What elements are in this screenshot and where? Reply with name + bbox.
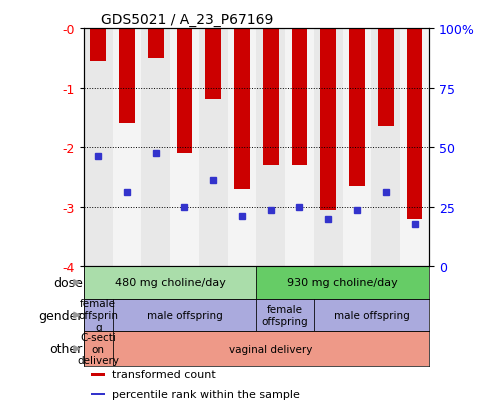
Bar: [205, 29, 221, 100]
Text: 480 mg choline/day: 480 mg choline/day: [115, 278, 225, 288]
Bar: [407, 29, 423, 219]
Bar: [256, 266, 429, 299]
Bar: [234, 29, 250, 189]
Bar: [371, 29, 400, 266]
Bar: [90, 29, 106, 62]
Bar: [91, 373, 105, 376]
Bar: [148, 29, 164, 59]
Bar: [84, 266, 256, 299]
Bar: [176, 29, 192, 154]
Text: gender: gender: [38, 309, 83, 322]
Bar: [170, 29, 199, 266]
Text: other: other: [50, 342, 83, 355]
Bar: [400, 29, 429, 266]
Bar: [112, 299, 256, 332]
Bar: [349, 29, 365, 186]
Bar: [112, 29, 141, 266]
Bar: [263, 29, 279, 166]
Bar: [84, 299, 112, 332]
Text: 930 mg choline/day: 930 mg choline/day: [287, 278, 398, 288]
Bar: [84, 332, 112, 366]
Bar: [228, 29, 256, 266]
Bar: [84, 29, 112, 266]
Text: male offspring: male offspring: [146, 310, 222, 320]
Text: GDS5021 / A_23_P67169: GDS5021 / A_23_P67169: [101, 12, 274, 26]
Bar: [91, 393, 105, 395]
Bar: [256, 299, 314, 332]
Bar: [314, 299, 429, 332]
Bar: [141, 29, 170, 266]
Bar: [285, 29, 314, 266]
Bar: [256, 29, 285, 266]
Text: vaginal delivery: vaginal delivery: [229, 344, 313, 354]
Text: C-secti
on
delivery: C-secti on delivery: [77, 332, 119, 366]
Text: female
offsprin
g: female offsprin g: [78, 299, 118, 332]
Text: dose: dose: [53, 276, 83, 289]
Text: transformed count: transformed count: [112, 370, 216, 380]
Bar: [314, 29, 343, 266]
Bar: [119, 29, 135, 124]
Bar: [199, 29, 228, 266]
Text: female
offspring: female offspring: [262, 304, 309, 326]
Bar: [378, 29, 394, 127]
Bar: [291, 29, 308, 166]
Bar: [320, 29, 336, 210]
Text: percentile rank within the sample: percentile rank within the sample: [112, 389, 300, 399]
Text: male offspring: male offspring: [334, 310, 409, 320]
Bar: [343, 29, 371, 266]
